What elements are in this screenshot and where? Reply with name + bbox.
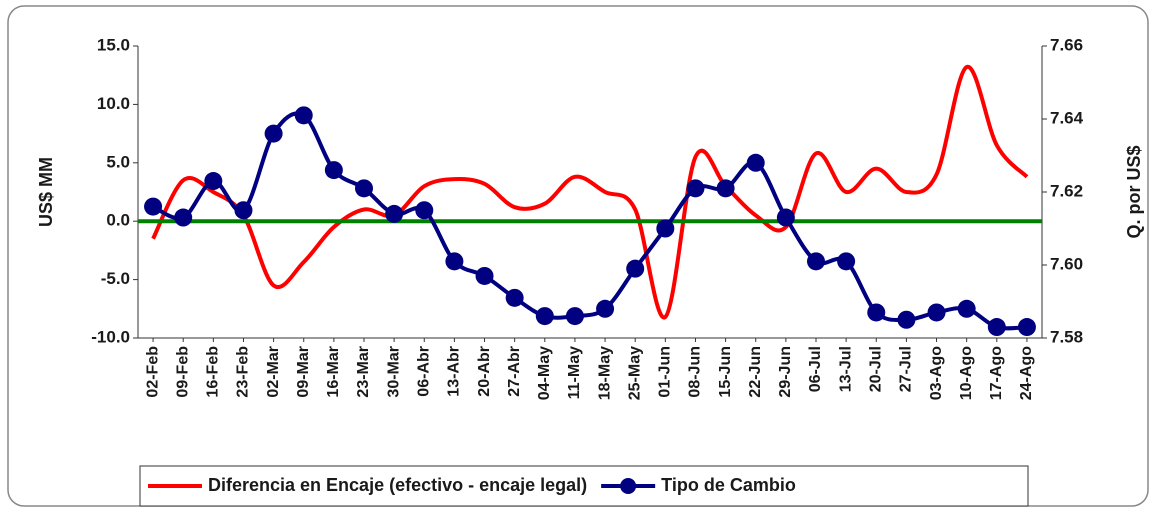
- series-marker: [957, 299, 976, 318]
- y-tick-label: 0.0: [106, 211, 130, 230]
- series-marker: [776, 208, 795, 227]
- series-marker: [475, 266, 494, 285]
- x-tick-label: 10-Ago: [958, 346, 975, 400]
- series-marker: [264, 124, 283, 143]
- y-tick-label: 5.0: [106, 152, 130, 171]
- series-marker: [445, 252, 464, 271]
- series-marker: [324, 161, 343, 180]
- x-tick-label: 20-Abr: [476, 346, 493, 397]
- series-marker: [746, 153, 765, 172]
- x-tick-label: 15-Jun: [717, 346, 734, 398]
- series-marker: [867, 303, 886, 322]
- y2-tick-label: 7.60: [1050, 254, 1083, 273]
- x-tick-label: 08-Jun: [687, 346, 704, 398]
- x-tick-label: 29-Jun: [777, 346, 794, 398]
- x-tick-label: 09-Mar: [295, 346, 312, 398]
- series-marker: [716, 179, 735, 198]
- x-tick-label: 11-May: [566, 346, 583, 399]
- y2-tick-label: 7.64: [1050, 108, 1084, 127]
- x-tick-label: 27-Abr: [506, 346, 523, 397]
- series-marker: [565, 307, 584, 326]
- series-marker: [535, 307, 554, 326]
- series-marker: [144, 197, 163, 216]
- x-tick-label: 13-Jul: [837, 346, 854, 392]
- x-tick-label: 23-Feb: [235, 346, 252, 398]
- x-tick-label: 03-Ago: [928, 346, 945, 400]
- y-tick-label: 15.0: [97, 35, 130, 54]
- series-marker: [927, 303, 946, 322]
- x-tick-label: 18-May: [596, 346, 613, 400]
- x-tick-label: 13-Abr: [446, 346, 463, 397]
- x-tick-label: 27-Jul: [898, 346, 915, 392]
- x-tick-label: 17-Ago: [988, 346, 1005, 400]
- y2-tick-label: 7.62: [1050, 181, 1083, 200]
- series-marker: [656, 219, 675, 238]
- x-tick-label: 16-Feb: [205, 346, 222, 398]
- x-tick-label: 04-May: [536, 346, 553, 400]
- x-tick-label: 24-Ago: [1018, 346, 1035, 400]
- x-tick-label: 23-Mar: [355, 346, 372, 398]
- x-tick-label: 20-Jul: [867, 346, 884, 392]
- x-tick-label: 30-Mar: [385, 346, 402, 398]
- x-tick-label: 02-Feb: [144, 346, 161, 398]
- x-tick-label: 16-Mar: [325, 346, 342, 398]
- legend-box: [139, 465, 1029, 507]
- x-tick-label: 25-May: [626, 346, 643, 400]
- series-marker: [987, 318, 1006, 337]
- series-marker: [415, 201, 434, 220]
- x-tick-label: 09-Feb: [174, 346, 191, 398]
- series-marker: [807, 252, 825, 271]
- y-tick-label: -5.0: [101, 269, 130, 288]
- series-marker: [686, 179, 705, 198]
- x-tick-label: 02-Mar: [265, 346, 282, 398]
- series-marker: [294, 106, 313, 125]
- series-line: [151, 65, 1029, 320]
- legend-label: Diferencia en Encaje (efectivo - encaje …: [208, 475, 587, 495]
- x-tick-label: 22-Jun: [747, 346, 764, 398]
- y2-axis-title: Q. por US$: [1124, 145, 1144, 238]
- y-axis-title: US$ MM: [36, 157, 56, 227]
- series-marker: [505, 288, 524, 307]
- series-marker: [626, 259, 645, 278]
- x-tick-label: 01-Jun: [657, 346, 674, 398]
- series-marker: [837, 252, 856, 271]
- y2-tick-label: 7.58: [1050, 327, 1083, 346]
- x-tick-label: 06-Jul: [807, 346, 824, 392]
- y-tick-label: 10.0: [97, 94, 130, 113]
- series-marker: [385, 204, 404, 223]
- series-marker: [204, 172, 223, 191]
- series-marker: [596, 299, 615, 318]
- y-tick-label: -10.0: [91, 327, 130, 346]
- legend-marker: [620, 478, 637, 494]
- y2-tick-label: 7.66: [1050, 35, 1083, 54]
- series-marker: [234, 201, 253, 220]
- legend-label: Tipo de Cambio: [661, 475, 796, 495]
- series-marker: [355, 179, 373, 198]
- series-marker: [1017, 318, 1036, 337]
- series-marker: [174, 208, 193, 227]
- x-tick-label: 06-Abr: [415, 346, 432, 397]
- series-marker: [897, 310, 916, 329]
